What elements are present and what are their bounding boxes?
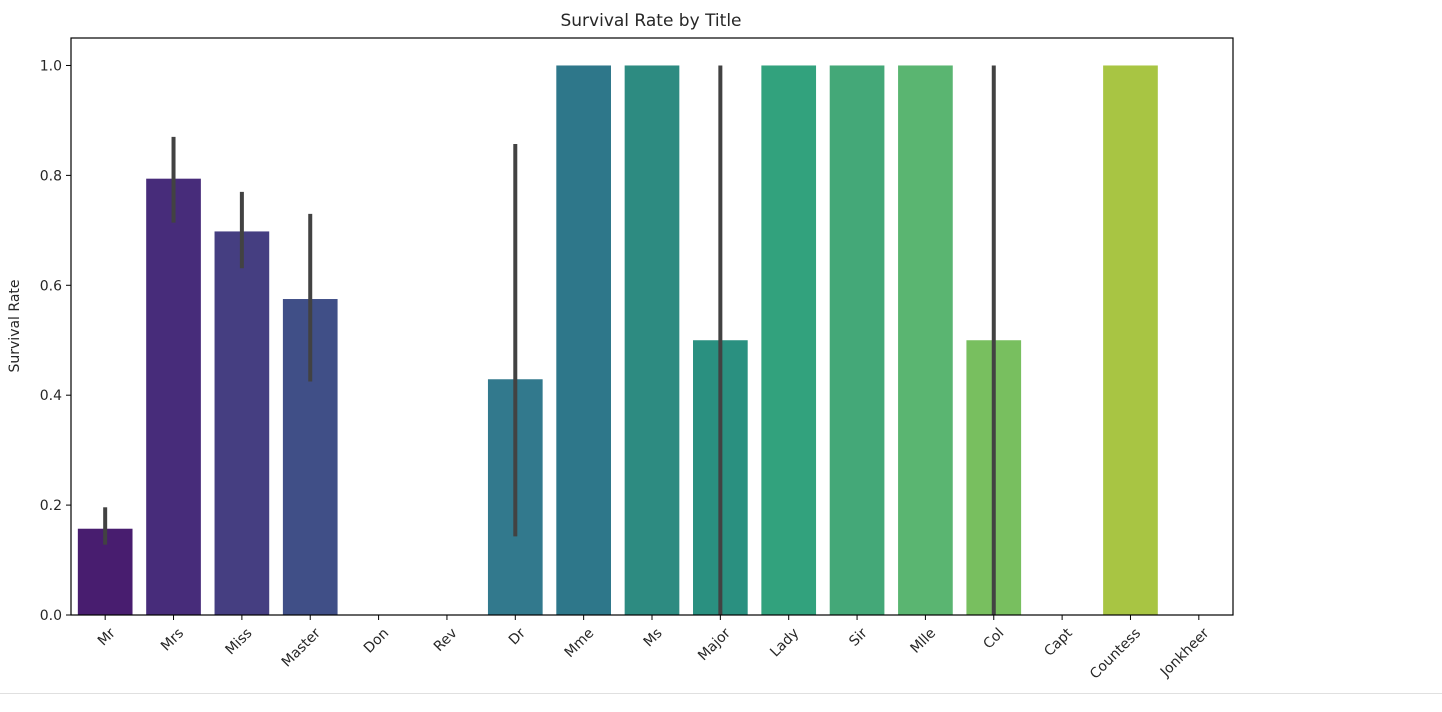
x-tick-label-capt: Capt <box>1041 625 1076 660</box>
x-tick-label-dr: Dr <box>506 625 529 648</box>
x-tick-label-rev: Rev <box>431 625 461 655</box>
x-tick-label-ms: Ms <box>641 625 666 650</box>
x-tick-label-countess: Countess <box>1087 625 1144 682</box>
chart-title: Survival Rate by Title <box>560 11 741 31</box>
bars-group <box>77 65 1158 616</box>
bar-ms <box>624 65 680 615</box>
x-axis: Mr Mrs Miss Master Don Rev Dr Mme Ms Major Lady Sir… <box>95 615 1213 682</box>
plot-frame <box>70 37 1234 616</box>
x-tick-label-jonkheer: Jonkheer <box>1157 625 1213 681</box>
x-tick-label-mlle: Mlle <box>908 625 939 656</box>
x-tick-label-col: Col <box>980 625 1007 652</box>
x-tick-label-mr: Mr <box>95 625 119 649</box>
bar-mrs <box>146 178 201 615</box>
y-tick-label: 0.8 <box>40 168 62 184</box>
bar-lady <box>761 65 817 615</box>
bar-mlle <box>898 65 953 615</box>
bar-miss <box>214 231 270 616</box>
y-tick-label: 0.2 <box>40 498 62 514</box>
y-tick-label: 0.0 <box>40 608 62 624</box>
x-tick-label-mrs: Mrs <box>158 625 187 654</box>
x-tick-label-lady: Lady <box>767 625 802 660</box>
x-tick-label-sir: Sir <box>846 625 871 650</box>
y-axis: 0.0 0.2 0.4 0.6 0.8 1.0 <box>40 58 71 624</box>
x-tick-label-major: Major <box>695 625 734 664</box>
bar-sir <box>829 65 885 615</box>
y-tick-label: 1.0 <box>40 58 62 74</box>
y-tick-label: 0.6 <box>40 278 62 294</box>
x-tick-label-miss: Miss <box>223 625 256 658</box>
x-tick-label-master: Master <box>279 625 324 670</box>
bar-mme <box>556 65 611 615</box>
x-tick-label-don: Don <box>361 625 392 656</box>
output-divider <box>0 693 1442 694</box>
error-bars-group <box>103 65 996 615</box>
y-axis-label: Survival Rate <box>7 280 23 373</box>
x-tick-label-mme: Mme <box>562 625 598 661</box>
y-tick-label: 0.4 <box>40 388 62 404</box>
bar-countess <box>1103 65 1158 615</box>
